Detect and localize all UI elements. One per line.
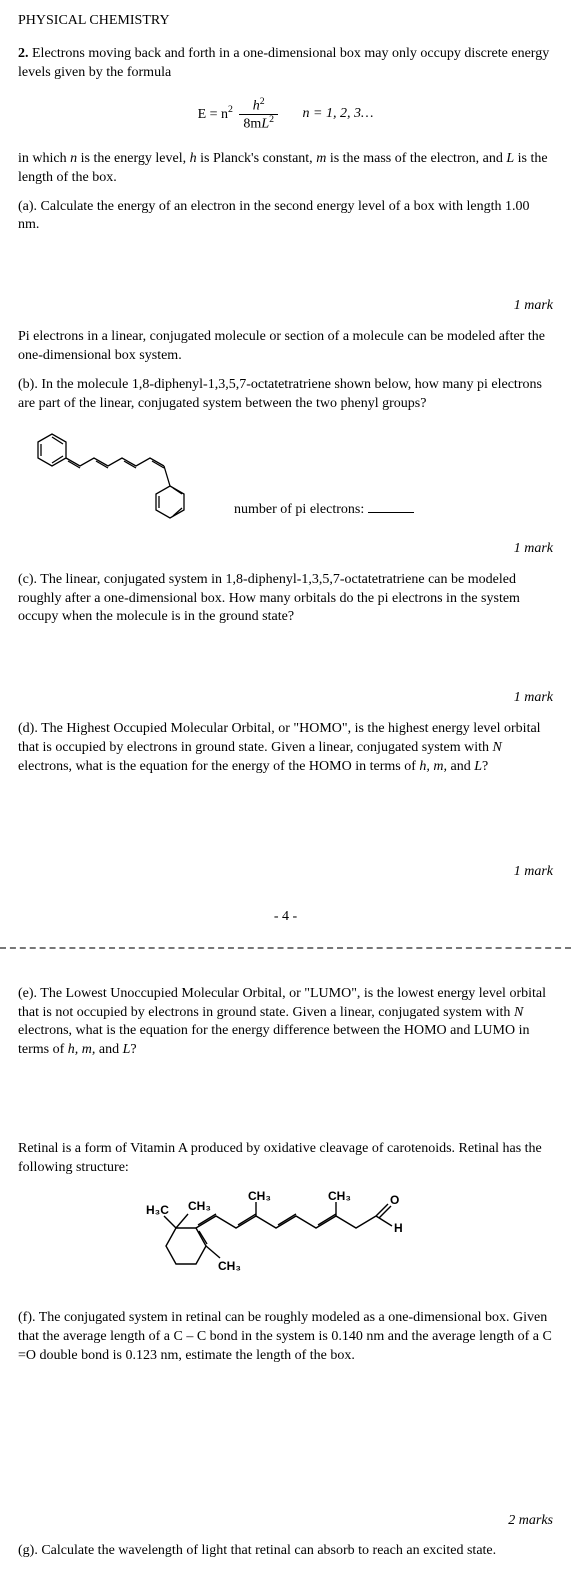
- part-b-mark: 1 mark: [18, 540, 553, 559]
- svg-text:CH₃: CH₃: [328, 1189, 351, 1203]
- page-divider: [0, 947, 571, 949]
- part-f-mark: 2 marks: [18, 1512, 553, 1531]
- part-g-text: (g). Calculate the wavelength of light t…: [18, 1542, 553, 1561]
- part-d-mark: 1 mark: [18, 863, 553, 882]
- pi-electron-answer: number of pi electrons:: [234, 499, 414, 534]
- svg-text:CH₃: CH₃: [248, 1189, 271, 1203]
- part-d-text: (d). The Highest Occupied Molecular Orbi…: [18, 720, 553, 777]
- diphenyl-molecule-diagram: [18, 424, 208, 534]
- question-2-intro: 2. Electrons moving back and forth in a …: [18, 45, 553, 83]
- intro-text: Electrons moving back and forth in a one…: [18, 46, 549, 80]
- part-c-text: (c). The linear, conjugated system in 1,…: [18, 571, 553, 628]
- svg-text:H: H: [394, 1221, 403, 1235]
- svg-text:CH₃: CH₃: [188, 1199, 211, 1213]
- energy-formula: E = n2 h2 8mL2 n = 1, 2, 3…: [18, 97, 553, 132]
- retinal-molecule-diagram: H₃C CH₃ CH₃ CH₃ CH₃ O H: [126, 1188, 446, 1288]
- retinal-intro: Retinal is a form of Vitamin A produced …: [18, 1140, 553, 1178]
- svg-text:CH₃: CH₃: [218, 1259, 241, 1273]
- svg-text:O: O: [390, 1193, 399, 1207]
- question-number: 2.: [18, 46, 29, 61]
- svg-text:H₃C: H₃C: [146, 1203, 169, 1217]
- part-b-text: (b). In the molecule 1,8-diphenyl-1,3,5,…: [18, 376, 553, 414]
- section-title: PHYSICAL CHEMISTRY: [18, 12, 553, 31]
- part-c-mark: 1 mark: [18, 689, 553, 708]
- page-number: - 4 -: [18, 908, 553, 927]
- pi-intro: Pi electrons in a linear, conjugated mol…: [18, 328, 553, 366]
- part-e-text: (e). The Lowest Unoccupied Molecular Orb…: [18, 985, 553, 1061]
- answer-blank[interactable]: [368, 499, 414, 513]
- part-a-mark: 1 mark: [18, 297, 553, 316]
- part-a-text: (a). Calculate the energy of an electron…: [18, 198, 553, 236]
- part-f-text: (f). The conjugated system in retinal ca…: [18, 1309, 553, 1366]
- formula-legend: in which n is the energy level, h is Pla…: [18, 150, 553, 188]
- formula-condition: n = 1, 2, 3…: [303, 105, 374, 124]
